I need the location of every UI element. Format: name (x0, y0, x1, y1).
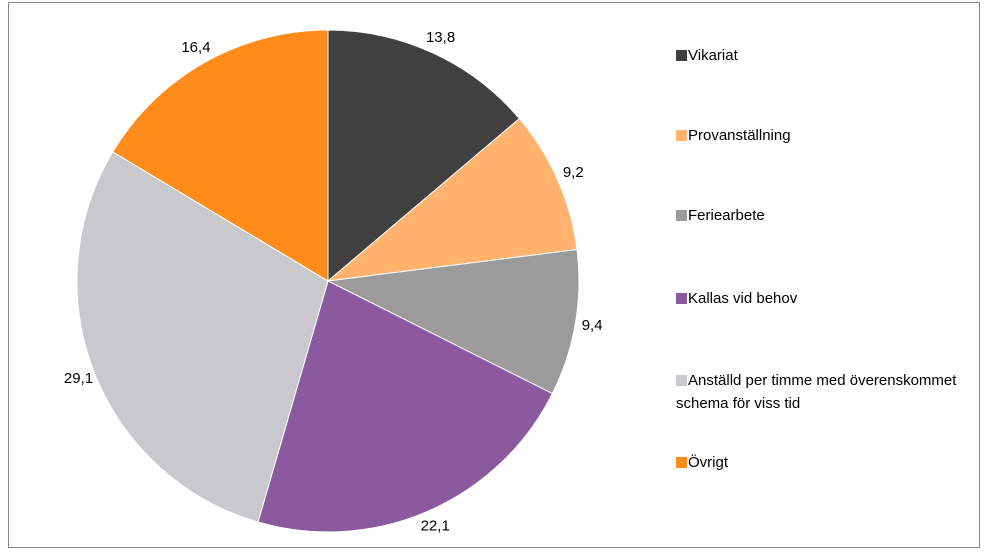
legend-label: Övrigt (688, 454, 729, 471)
legend-label: Vikariat (688, 47, 738, 64)
legend-swatch (676, 210, 687, 221)
data-label: 16,4 (181, 39, 210, 56)
legend-swatch (676, 293, 687, 304)
legend-label: Kallas vid behov (688, 290, 798, 307)
legend-label: Anställd per timme med överenskommet sch… (676, 372, 957, 412)
legend-swatch (676, 375, 687, 386)
legend-swatch (676, 50, 687, 61)
legend-label: Provanställning (688, 127, 791, 144)
pie-slice (76, 151, 329, 523)
legend-item: Kallas vid behov (676, 287, 966, 310)
legend-swatch (676, 457, 687, 468)
pie-slice (112, 29, 329, 282)
legend-item: Övrigt (676, 451, 966, 474)
legend-label: Feriearbete (688, 207, 765, 224)
legend-item: Vikariat (676, 44, 966, 67)
legend-item: Provanställning (676, 124, 966, 147)
pie-slice (257, 280, 554, 533)
legend-item: Feriearbete (676, 204, 966, 227)
data-label: 13,8 (426, 29, 455, 46)
data-label: 9,2 (563, 164, 584, 181)
legend-item: Anställd per timme med överenskommet sch… (676, 369, 966, 415)
pie-slice (327, 29, 521, 283)
chart-border (8, 2, 980, 548)
data-label: 22,1 (421, 518, 450, 535)
data-label: 29,1 (64, 370, 93, 387)
data-label: 9,4 (582, 317, 603, 334)
pie-slice (326, 248, 580, 395)
pie-slice (326, 117, 578, 282)
legend-swatch (676, 130, 687, 141)
